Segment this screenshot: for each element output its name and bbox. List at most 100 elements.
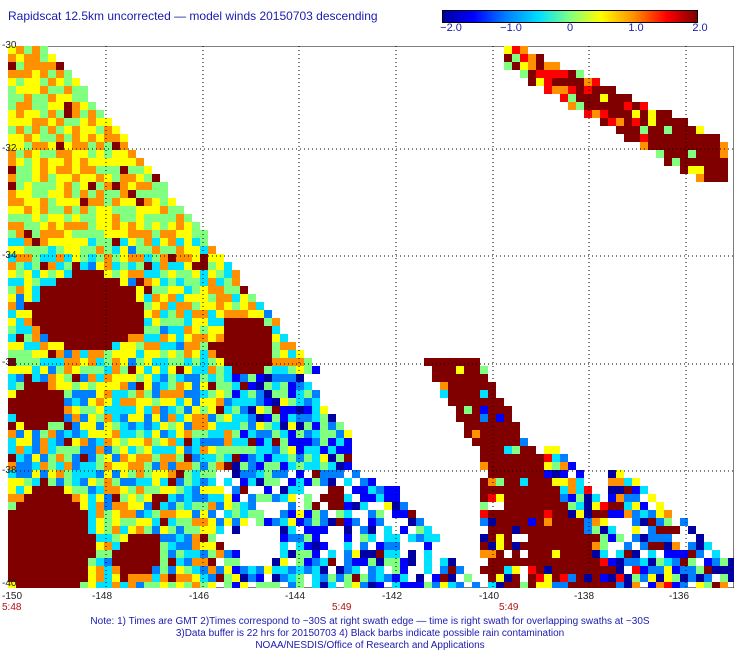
wind-cell bbox=[24, 486, 32, 494]
wind-cell bbox=[568, 566, 576, 574]
wind-cell bbox=[128, 214, 136, 222]
wind-cell bbox=[112, 214, 120, 222]
wind-cell bbox=[48, 334, 56, 342]
wind-cell bbox=[312, 502, 320, 510]
wind-cell bbox=[280, 470, 288, 478]
wind-cell bbox=[320, 566, 328, 574]
wind-cell bbox=[208, 318, 216, 326]
wind-cell bbox=[56, 342, 64, 350]
wind-cell bbox=[552, 494, 560, 502]
wind-cell bbox=[80, 470, 88, 478]
wind-cell bbox=[56, 510, 64, 518]
wind-cell bbox=[536, 470, 544, 478]
wind-cell bbox=[216, 542, 224, 550]
wind-cell bbox=[520, 70, 528, 78]
wind-cell bbox=[24, 214, 32, 222]
wind-cell bbox=[656, 118, 664, 126]
wind-cell bbox=[256, 398, 264, 406]
wind-cell bbox=[552, 470, 560, 478]
wind-cell bbox=[88, 286, 96, 294]
wind-cell bbox=[64, 438, 72, 446]
wind-cell bbox=[48, 278, 56, 286]
wind-cell bbox=[88, 438, 96, 446]
wind-cell bbox=[264, 478, 272, 486]
wind-cell bbox=[456, 358, 464, 366]
wind-cell bbox=[176, 558, 184, 566]
wind-cell bbox=[312, 422, 320, 430]
wind-cell bbox=[512, 422, 520, 430]
wind-cell bbox=[32, 70, 40, 78]
wind-cell bbox=[320, 438, 328, 446]
wind-cell bbox=[168, 206, 176, 214]
wind-cell bbox=[232, 422, 240, 430]
wind-cell bbox=[8, 302, 16, 310]
wind-cell bbox=[648, 510, 656, 518]
wind-cell bbox=[120, 334, 128, 342]
wind-cell bbox=[88, 358, 96, 366]
wind-cell bbox=[80, 150, 88, 158]
wind-cell bbox=[512, 526, 520, 534]
wind-cell bbox=[56, 134, 64, 142]
wind-cell bbox=[544, 86, 552, 94]
wind-cell bbox=[600, 86, 608, 94]
wind-cell bbox=[96, 438, 104, 446]
wind-cell bbox=[80, 286, 88, 294]
wind-cell bbox=[232, 302, 240, 310]
wind-cell bbox=[680, 158, 688, 166]
wind-cell bbox=[304, 558, 312, 566]
wind-cell bbox=[184, 286, 192, 294]
wind-cell bbox=[48, 142, 56, 150]
wind-cell bbox=[128, 206, 136, 214]
wind-cell bbox=[488, 398, 496, 406]
wind-cell bbox=[48, 446, 56, 454]
wind-cell bbox=[144, 478, 152, 486]
wind-cell bbox=[8, 262, 16, 270]
wind-cell bbox=[56, 574, 64, 582]
wind-cell bbox=[56, 230, 64, 238]
wind-cell bbox=[88, 214, 96, 222]
wind-cell bbox=[592, 110, 600, 118]
wind-cell bbox=[184, 486, 192, 494]
wind-cell bbox=[32, 502, 40, 510]
wind-cell bbox=[32, 230, 40, 238]
wind-cell bbox=[104, 318, 112, 326]
wind-cell bbox=[80, 270, 88, 278]
wind-cell bbox=[16, 534, 24, 542]
wind-cell bbox=[96, 134, 104, 142]
wind-cell bbox=[200, 382, 208, 390]
wind-cell bbox=[240, 478, 248, 486]
wind-cell bbox=[32, 326, 40, 334]
wind-cell bbox=[32, 366, 40, 374]
wind-cell bbox=[128, 190, 136, 198]
wind-cell bbox=[464, 414, 472, 422]
wind-cell bbox=[632, 518, 640, 526]
wind-cell bbox=[144, 558, 152, 566]
wind-cell bbox=[88, 502, 96, 510]
wind-cell bbox=[200, 270, 208, 278]
wind-cell bbox=[328, 430, 336, 438]
wind-cell bbox=[64, 582, 72, 588]
colorbar-tick: 0 bbox=[566, 22, 574, 34]
wind-cell bbox=[72, 302, 80, 310]
wind-cell bbox=[320, 462, 328, 470]
wind-cell bbox=[472, 358, 480, 366]
wind-cell bbox=[32, 342, 40, 350]
wind-cell bbox=[24, 294, 32, 302]
wind-cell bbox=[552, 78, 560, 86]
wind-cell bbox=[560, 542, 568, 550]
wind-cell bbox=[64, 158, 72, 166]
wind-cell bbox=[168, 558, 176, 566]
wind-cell bbox=[136, 502, 144, 510]
wind-cell bbox=[240, 294, 248, 302]
wind-cell bbox=[64, 270, 72, 278]
wind-cell bbox=[584, 494, 592, 502]
wind-cell bbox=[520, 46, 528, 54]
wind-cell bbox=[104, 374, 112, 382]
wind-cell bbox=[72, 150, 80, 158]
wind-cell bbox=[648, 110, 656, 118]
wind-cell bbox=[24, 102, 32, 110]
wind-cell bbox=[128, 310, 136, 318]
footnote-line: NOAA/NESDIS/Office of Research and Appli… bbox=[255, 640, 485, 651]
wind-cell bbox=[168, 286, 176, 294]
wind-cell bbox=[120, 390, 128, 398]
